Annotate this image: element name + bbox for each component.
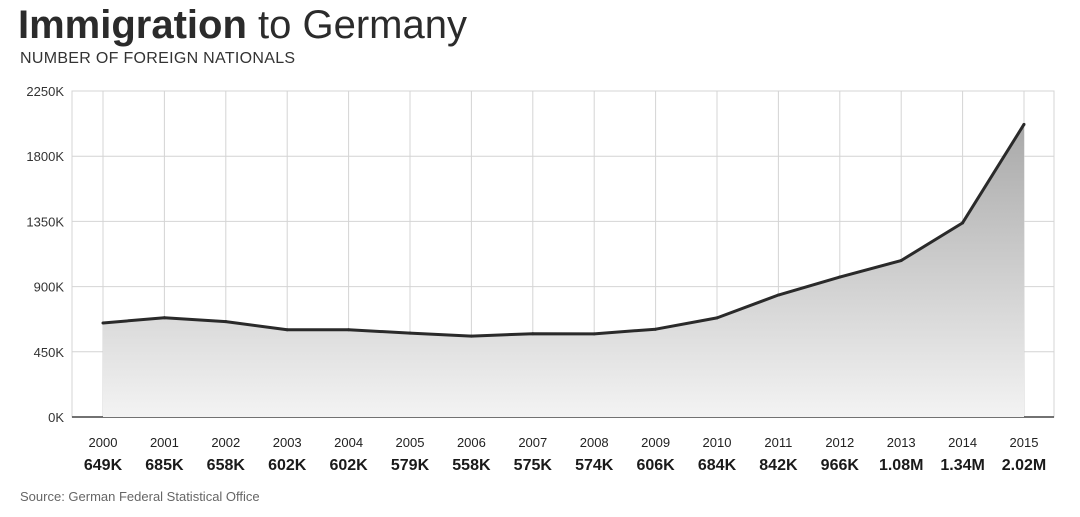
x-tick-label: 2010 bbox=[703, 435, 732, 450]
area-fill-group bbox=[103, 124, 1024, 417]
data-point bbox=[531, 332, 535, 336]
x-tick-label: 2015 bbox=[1010, 435, 1039, 450]
data-label: 1.08M bbox=[879, 457, 923, 474]
data-label: 574K bbox=[575, 457, 614, 474]
series-line-group bbox=[101, 122, 1026, 338]
data-label: 1.34M bbox=[940, 457, 984, 474]
data-point bbox=[469, 334, 473, 338]
data-point bbox=[899, 259, 903, 263]
data-point bbox=[101, 321, 105, 325]
y-tick-label: 450K bbox=[34, 345, 65, 360]
data-label: 842K bbox=[759, 457, 798, 474]
x-tick-label: 2003 bbox=[273, 435, 302, 450]
data-point bbox=[408, 331, 412, 335]
x-tick-label: 2001 bbox=[150, 435, 179, 450]
area-fill bbox=[103, 124, 1024, 417]
chart-title-rest: to Germany bbox=[246, 3, 467, 47]
data-point bbox=[1022, 122, 1026, 126]
data-label: 558K bbox=[452, 457, 491, 474]
data-point bbox=[162, 316, 166, 320]
y-tick-label: 1800K bbox=[26, 149, 64, 164]
x-tick-label: 2002 bbox=[211, 435, 240, 450]
data-label: 579K bbox=[391, 457, 430, 474]
chart-title: Immigration to Germany bbox=[18, 2, 467, 48]
data-point bbox=[285, 328, 289, 332]
data-label: 2.02M bbox=[1002, 457, 1046, 474]
x-tick-label: 2005 bbox=[396, 435, 425, 450]
data-point bbox=[838, 275, 842, 279]
data-label: 602K bbox=[268, 457, 307, 474]
data-point bbox=[776, 293, 780, 297]
data-point bbox=[654, 327, 658, 331]
y-tick-label: 1350K bbox=[26, 214, 64, 229]
data-label: 684K bbox=[698, 457, 737, 474]
data-point bbox=[347, 328, 351, 332]
data-label: 606K bbox=[636, 457, 675, 474]
y-tick-label: 0K bbox=[48, 410, 64, 425]
data-label: 685K bbox=[145, 457, 184, 474]
data-point bbox=[592, 332, 596, 336]
x-tick-label: 2006 bbox=[457, 435, 486, 450]
data-point bbox=[715, 316, 719, 320]
chart-subtitle: NUMBER OF FOREIGN NATIONALS bbox=[20, 50, 296, 67]
x-tick-label: 2013 bbox=[887, 435, 916, 450]
x-tick-label: 2014 bbox=[948, 435, 977, 450]
x-tick-label: 2000 bbox=[89, 435, 118, 450]
y-tick-label: 900K bbox=[34, 280, 65, 295]
data-label: 658K bbox=[207, 457, 246, 474]
data-label: 966K bbox=[821, 457, 860, 474]
x-tick-label: 2008 bbox=[580, 435, 609, 450]
x-tick-label: 2012 bbox=[825, 435, 854, 450]
y-axis-ticks: 0K 450K 900K 1350K 1800K 2250K bbox=[26, 84, 64, 425]
data-label: 649K bbox=[84, 457, 123, 474]
data-label: 602K bbox=[329, 457, 368, 474]
x-tick-label: 2011 bbox=[764, 435, 792, 450]
source-note: Source: German Federal Statistical Offic… bbox=[20, 489, 260, 504]
x-tick-label: 2007 bbox=[518, 435, 547, 450]
x-tick-label: 2009 bbox=[641, 435, 670, 450]
series-line bbox=[102, 123, 1026, 338]
data-point bbox=[224, 320, 228, 324]
x-axis-ticks: 2000 649K 2001 685K 2002 658K 2003 602K 2004 602K… bbox=[84, 435, 1046, 474]
x-tick-label: 2004 bbox=[334, 435, 363, 450]
data-point bbox=[961, 221, 965, 225]
data-label: 575K bbox=[514, 457, 553, 474]
chart-title-bold: Immigration bbox=[18, 3, 247, 47]
y-tick-label: 2250K bbox=[26, 84, 64, 99]
